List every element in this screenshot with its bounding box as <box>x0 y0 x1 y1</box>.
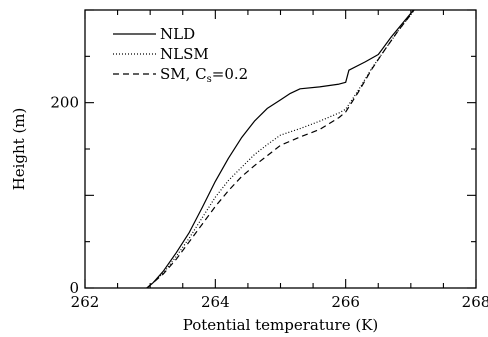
y-axis-label: Height (m) <box>10 108 28 191</box>
series-line-0 <box>146 10 415 288</box>
legend-label-nlsm: NLSM <box>160 45 209 63</box>
y-tick-label: 0 <box>69 279 79 297</box>
plot-frame <box>84 9 477 289</box>
x-tick-label: 262 <box>71 293 100 311</box>
y-tick-label: 200 <box>50 94 79 112</box>
x-tick-label: 268 <box>462 293 488 311</box>
legend: NLD NLSM SM, Cs=0.2 <box>113 25 248 85</box>
legend-label-sm: SM, Cs=0.2 <box>160 65 248 85</box>
series-lines <box>146 10 415 288</box>
x-axis-label: Potential temperature (K) <box>183 316 379 334</box>
axis-ticks: 262 264 266 268 0 200 <box>50 9 488 311</box>
x-tick-label: 266 <box>331 293 360 311</box>
series-line-1 <box>146 10 415 288</box>
x-tick-label: 264 <box>201 293 230 311</box>
legend-label-nld: NLD <box>160 25 195 43</box>
series-line-2 <box>146 10 415 288</box>
